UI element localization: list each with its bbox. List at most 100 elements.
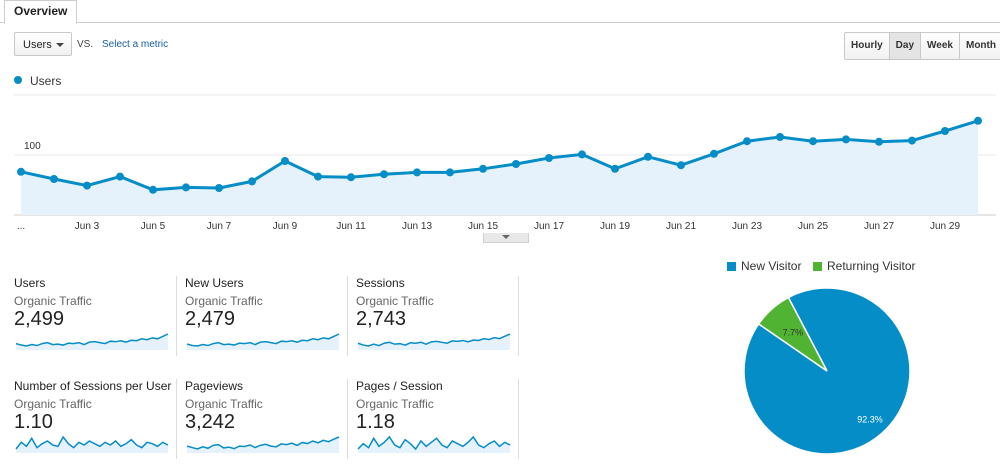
range-month-button[interactable]: Month — [958, 33, 1000, 59]
sparkline-line — [186, 436, 340, 450]
data-point — [215, 184, 223, 192]
data-point — [248, 177, 256, 186]
scorecard-value: 1.10 — [14, 411, 53, 433]
scorecard-sparkline — [186, 436, 340, 453]
scorecard-new-users[interactable]: New Users Organic Traffic 2,479 — [185, 276, 348, 356]
data-point — [17, 167, 25, 176]
x-tick-label: Jun 25 — [798, 221, 828, 232]
scorecard-sparkline — [357, 333, 511, 350]
scorecard-subtitle: Organic Traffic — [14, 294, 92, 308]
pie-slice-label: 7.7% — [783, 328, 804, 338]
select-metric-link[interactable]: Select a metric — [102, 39, 169, 50]
data-point — [776, 133, 784, 141]
vs-label: VS. — [77, 39, 94, 50]
x-tick-label: Jun 27 — [864, 221, 894, 232]
tab-bar: Overview — [0, 0, 1000, 24]
sparkline-line — [357, 435, 511, 451]
x-tick-label: Jun 15 — [468, 221, 498, 232]
data-point — [974, 116, 982, 125]
sparkline-line — [357, 333, 511, 347]
scorecard-sessions-per-user[interactable]: Number of Sessions per User Organic Traf… — [14, 379, 177, 459]
data-point — [314, 172, 322, 181]
scorecard-title: Number of Sessions per User — [14, 379, 172, 393]
data-point — [809, 137, 817, 146]
x-tick-label: Jun 21 — [666, 221, 696, 232]
data-point — [677, 161, 685, 170]
x-tick-label: Jun 5 — [141, 221, 166, 232]
scorecard-value: 1.18 — [356, 411, 395, 433]
scorecard-subtitle: Organic Traffic — [185, 294, 263, 308]
data-point — [842, 135, 850, 144]
x-tick-label: Jun 11 — [336, 221, 366, 232]
scorecard-value: 3,242 — [185, 411, 236, 433]
x-tick-label: Jun 13 — [402, 221, 432, 232]
data-point — [644, 152, 652, 161]
y-tick-label: 100 — [24, 141, 41, 152]
data-point — [413, 168, 421, 177]
range-week-button[interactable]: Week — [920, 33, 959, 59]
sparkline-line — [186, 333, 340, 347]
scorecard-subtitle: Organic Traffic — [356, 397, 434, 411]
legend-label: Returning Visitor — [827, 259, 916, 273]
range-day-button[interactable]: Day — [888, 33, 921, 59]
x-tick-label: Jun 3 — [75, 221, 100, 232]
x-tick-label: Jun 17 — [534, 221, 564, 232]
scorecard-sparkline — [15, 333, 169, 350]
data-point — [182, 183, 190, 192]
x-tick-label: Jun 23 — [732, 221, 762, 232]
pie-legend-returning-visitor[interactable]: Returning Visitor — [813, 259, 916, 273]
scorecard-subtitle: Organic Traffic — [14, 397, 92, 411]
scorecard-title: Pageviews — [185, 379, 244, 393]
data-point — [578, 150, 586, 159]
data-point — [446, 168, 454, 177]
scorecard-sessions[interactable]: Sessions Organic Traffic 2,743 — [356, 276, 519, 356]
pie-legend-new-visitor[interactable]: New Visitor — [727, 259, 801, 273]
range-hourly-button[interactable]: Hourly — [845, 33, 889, 59]
scorecard-pageviews[interactable]: Pageviews Organic Traffic 3,242 — [185, 379, 348, 459]
metric-select-label: Users — [23, 39, 52, 51]
scorecard-users[interactable]: Users Organic Traffic 2,499 — [14, 276, 177, 356]
scorecard-subtitle: Organic Traffic — [356, 294, 434, 308]
scorecard-title: Pages / Session — [356, 379, 443, 393]
scorecard-value: 2,499 — [14, 308, 65, 330]
data-point — [479, 164, 487, 173]
data-point — [941, 127, 949, 135]
data-point — [380, 170, 388, 179]
chevron-down-icon — [56, 43, 64, 47]
scorecard-value: 2,479 — [185, 308, 236, 330]
tab-overview[interactable]: Overview — [4, 0, 78, 24]
data-point — [875, 137, 883, 146]
series-line — [20, 119, 979, 192]
metric-select[interactable]: Users — [14, 32, 72, 56]
legend-label: New Visitor — [741, 259, 802, 273]
visitor-pie-chart[interactable]: 92.3% 7.7% — [740, 285, 915, 460]
scorecard-sparkline — [186, 333, 340, 350]
legend-label-users: Users — [30, 74, 62, 88]
data-point — [149, 185, 157, 194]
legend-swatch — [813, 262, 822, 271]
chart-expander[interactable] — [483, 233, 529, 243]
x-tick-label: Jun 7 — [207, 221, 232, 232]
scorecard-title: New Users — [185, 276, 244, 290]
data-point — [83, 181, 91, 190]
pie-slice-label: 92.3% — [857, 414, 883, 424]
data-point — [908, 136, 916, 145]
scorecard-title: Users — [14, 276, 46, 290]
scorecard-sparkline — [357, 435, 511, 453]
scorecard-sparkline — [15, 435, 169, 453]
time-range-buttons: Hourly Day Week Month — [844, 32, 1000, 60]
data-point — [347, 173, 355, 182]
data-point — [743, 137, 751, 146]
scorecard-title: Sessions — [356, 276, 405, 290]
users-line-chart[interactable]: 100 200... Jun 3 Jun 5 Jun 7 Jun 9 Jun 11 Jun 1… — [0, 90, 1000, 236]
data-point — [512, 160, 520, 168]
scorecard-pages-per-session[interactable]: Pages / Session Organic Traffic 1.18 — [356, 379, 519, 459]
sparkline-line — [15, 435, 169, 450]
chevron-down-icon — [502, 235, 510, 239]
data-point — [710, 149, 718, 158]
legend-swatch — [727, 262, 736, 271]
x-tick-label: Jun 19 — [600, 221, 630, 232]
scorecard-value: 2,743 — [356, 308, 407, 330]
sparkline-area — [358, 437, 510, 453]
y-tick-label: 200 — [24, 90, 41, 92]
